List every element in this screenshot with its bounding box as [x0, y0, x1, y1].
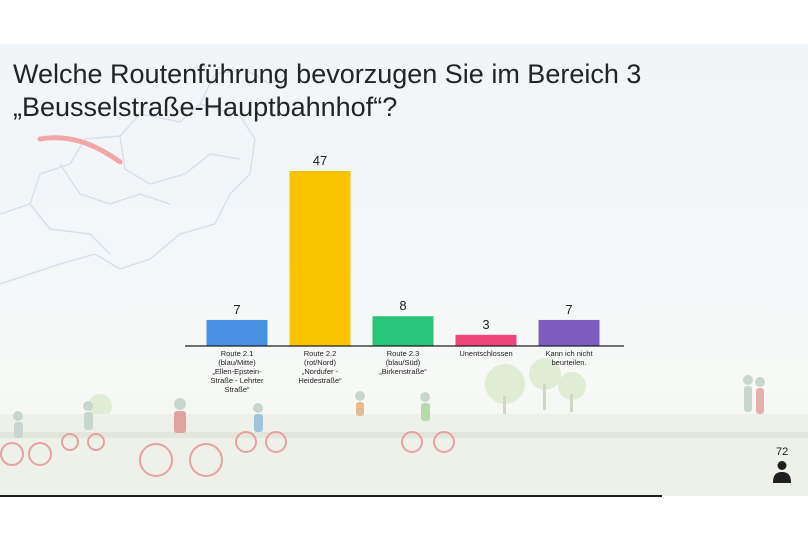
category-label-line: „Nordufer - — [301, 367, 339, 376]
bar-1 — [206, 319, 268, 346]
title-line-2: „Beusselstraße-Hauptbahnhof“? — [13, 92, 398, 122]
ground — [0, 414, 808, 500]
category-label-line: Unentschlossen — [459, 349, 513, 358]
category-label-4: Unentschlossen — [444, 349, 528, 358]
cyclists — [0, 431, 455, 477]
category-label-1: Route 2.1 (blau/Mitte) „Ellen-Epstein- Stra… — [195, 349, 279, 394]
footer-rule — [0, 495, 662, 497]
category-label-3: Route 2.3 (blau/Süd) „Birkenstraße“ — [361, 349, 445, 376]
data-label-2: 47 — [313, 153, 327, 168]
data-label-1: 7 — [233, 302, 240, 317]
bottom-band — [0, 496, 808, 540]
category-label-line: „Birkenstraße“ — [379, 367, 427, 376]
category-label-line: Route 2.3 — [386, 349, 420, 358]
data-label-5: 7 — [565, 302, 572, 317]
category-label-line: (rot/Nord) — [303, 358, 337, 367]
category-label-5: Kann ich nicht beurteilen. — [527, 349, 611, 367]
category-label-line: Straße - Lehrter — [210, 376, 264, 385]
trees — [88, 358, 586, 418]
bar-4 — [455, 334, 517, 346]
data-label-3: 8 — [399, 298, 406, 313]
data-label-4: 3 — [482, 317, 489, 332]
bar-5 — [538, 319, 600, 346]
category-label-line: beurteilen. — [551, 358, 587, 367]
chart-title: Welche Routenführung bevorzugen Sie im B… — [13, 58, 793, 124]
people — [13, 375, 765, 438]
city-map-outline — [0, 68, 286, 285]
category-label-2: Route 2.2 (rot/Nord) „Nordufer - Heidestraß… — [278, 349, 362, 385]
category-label-line: (blau/Mitte) — [218, 358, 256, 367]
bar-3 — [372, 316, 434, 346]
category-label-line: Kann ich nicht — [545, 349, 593, 358]
category-label-line: „Ellen-Epstein- — [212, 367, 262, 376]
category-label-line: Heidestraße“ — [298, 376, 342, 385]
top-band — [0, 0, 808, 44]
category-label-line: Route 2.1 — [220, 349, 254, 358]
category-label-line: (blau/Süd) — [385, 358, 421, 367]
person-icon — [773, 461, 791, 483]
page-number: 72 — [776, 446, 789, 458]
title-line-1: Welche Routenführung bevorzugen Sie im B… — [13, 59, 642, 89]
category-label-line: Route 2.2 — [303, 349, 337, 358]
bar-2 — [289, 171, 351, 346]
background-illustration — [0, 68, 808, 500]
route-line — [37, 135, 123, 165]
category-label-line: Straße“ — [224, 385, 250, 394]
